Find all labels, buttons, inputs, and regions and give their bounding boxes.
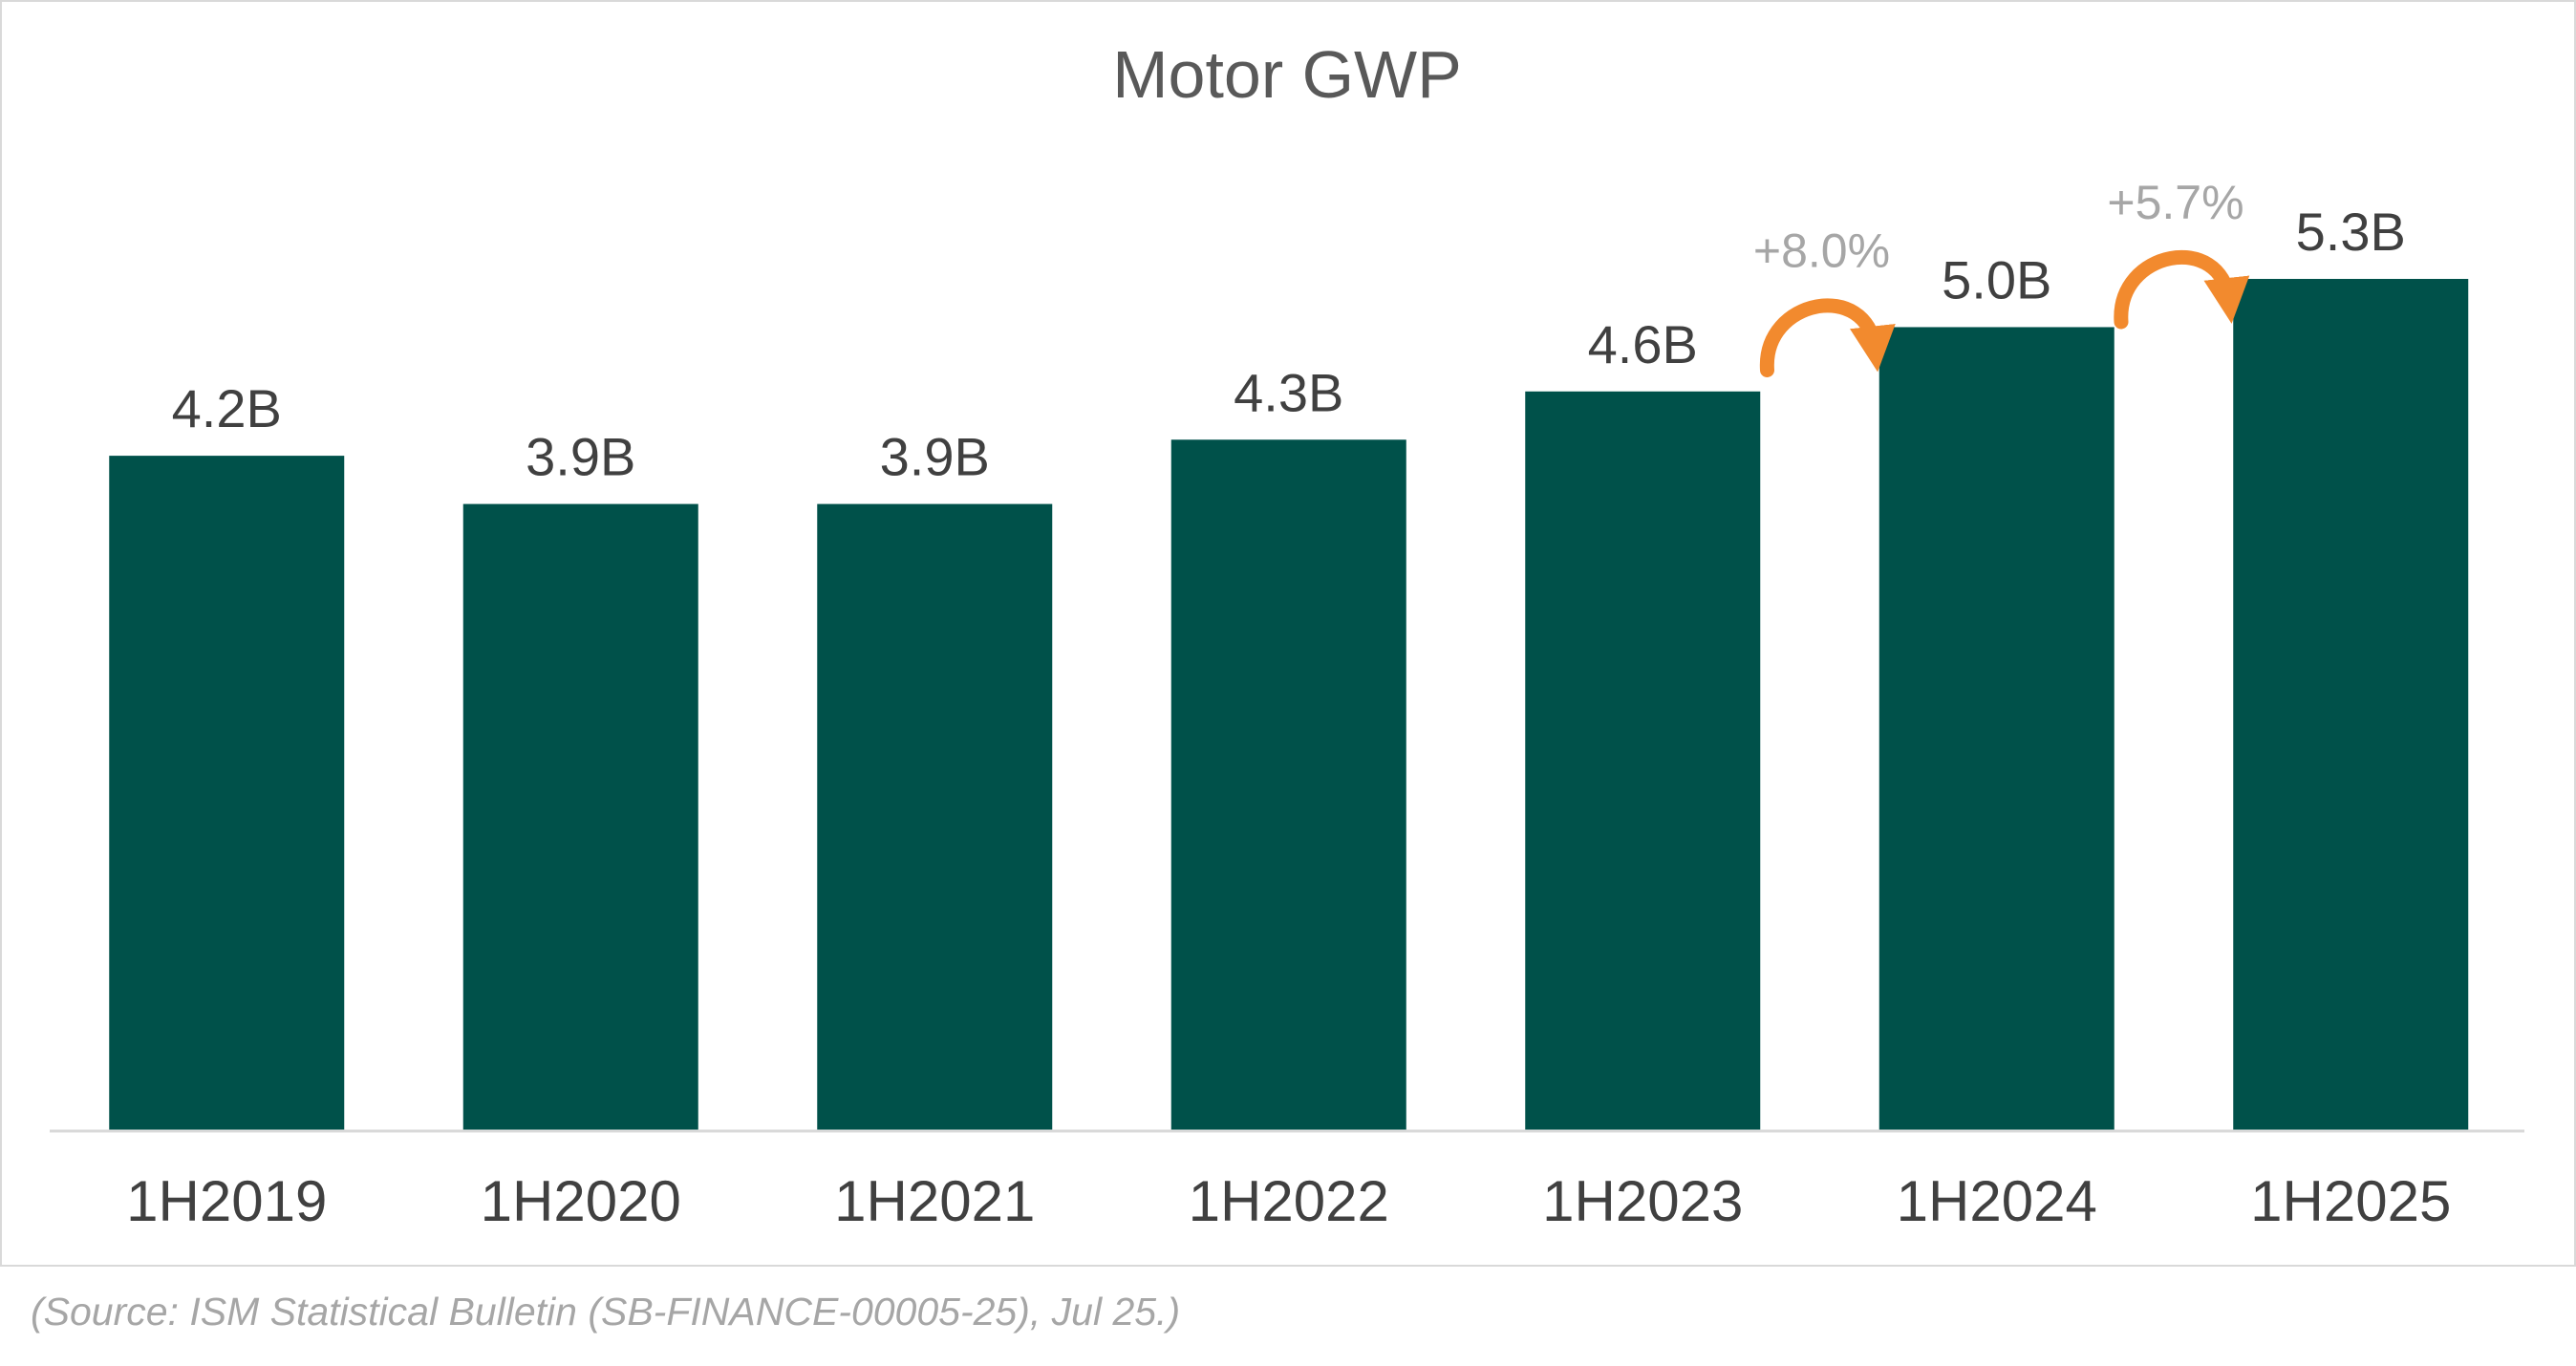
growth-label-1H2024-1H2025: +5.7% <box>2107 176 2243 229</box>
value-label-1H2022: 4.3B <box>1234 362 1343 422</box>
category-label-1H2021: 1H2021 <box>834 1169 1035 1233</box>
category-labels-group: 1H2019 1H2020 1H2021 1H2022 1H2023 1H2024 1H20… <box>126 1169 2451 1233</box>
value-label-1H2023: 4.6B <box>1588 314 1698 374</box>
bar-1H2019 <box>109 456 345 1132</box>
growth-label-1H2023-1H2024: +8.0% <box>1753 224 1890 277</box>
category-label-1H2023: 1H2023 <box>1542 1169 1743 1233</box>
growth-arrow-1H2024-1H2025 <box>2114 249 2250 330</box>
value-label-1H2025: 5.3B <box>2296 202 2406 262</box>
category-label-1H2019: 1H2019 <box>126 1169 327 1233</box>
category-label-1H2025: 1H2025 <box>2250 1169 2451 1233</box>
value-label-1H2021: 3.9B <box>880 427 990 487</box>
value-label-1H2019: 4.2B <box>172 378 282 438</box>
category-label-1H2024: 1H2024 <box>1897 1169 2097 1233</box>
bar-1H2022 <box>1170 439 1406 1131</box>
chart-title: Motor GWP <box>1112 37 1462 112</box>
bar-1H2020 <box>462 503 698 1131</box>
category-label-1H2022: 1H2022 <box>1189 1169 1389 1233</box>
bar-1H2025 <box>2233 278 2469 1131</box>
value-label-1H2024: 5.0B <box>1942 249 2051 309</box>
value-labels-group: 4.2B 3.9B 3.9B 4.3B 4.6B 5.0B 5.3B <box>172 202 2406 487</box>
source-note: (Source: ISM Statistical Bulletin (SB-FI… <box>31 1290 1181 1334</box>
bar-1H2023 <box>1525 391 1761 1131</box>
bar-1H2024 <box>1878 327 2114 1131</box>
bar-chart: Motor GWP 4.2B 3.9B 3.9B 4.3B 4.6B 5.0B 5.3B 1… <box>50 37 2524 1233</box>
growth-arrow-1H2023-1H2024 <box>1759 298 1896 377</box>
value-label-1H2020: 3.9B <box>526 427 635 487</box>
bar-1H2021 <box>817 503 1053 1131</box>
category-label-1H2020: 1H2020 <box>481 1169 681 1233</box>
bars-group <box>109 278 2469 1132</box>
growth-annotations-group: +8.0% +5.7% <box>1753 176 2250 377</box>
